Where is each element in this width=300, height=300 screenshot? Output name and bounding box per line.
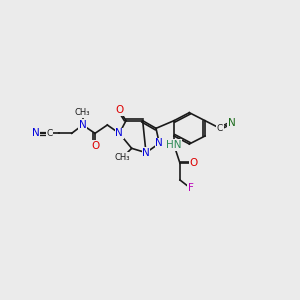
Text: C: C bbox=[46, 129, 52, 138]
Text: N: N bbox=[79, 120, 86, 130]
Text: F: F bbox=[188, 183, 194, 193]
Text: N: N bbox=[142, 148, 150, 158]
Text: N: N bbox=[32, 128, 40, 138]
Text: O: O bbox=[91, 141, 99, 151]
Text: N: N bbox=[228, 118, 236, 128]
Text: CH₃: CH₃ bbox=[75, 108, 90, 117]
Text: CH₃: CH₃ bbox=[115, 153, 130, 162]
Text: N: N bbox=[155, 138, 163, 148]
Text: C: C bbox=[217, 124, 223, 133]
Text: N: N bbox=[116, 128, 123, 138]
Text: O: O bbox=[115, 105, 124, 115]
Text: O: O bbox=[189, 158, 197, 168]
Text: HN: HN bbox=[166, 140, 182, 150]
